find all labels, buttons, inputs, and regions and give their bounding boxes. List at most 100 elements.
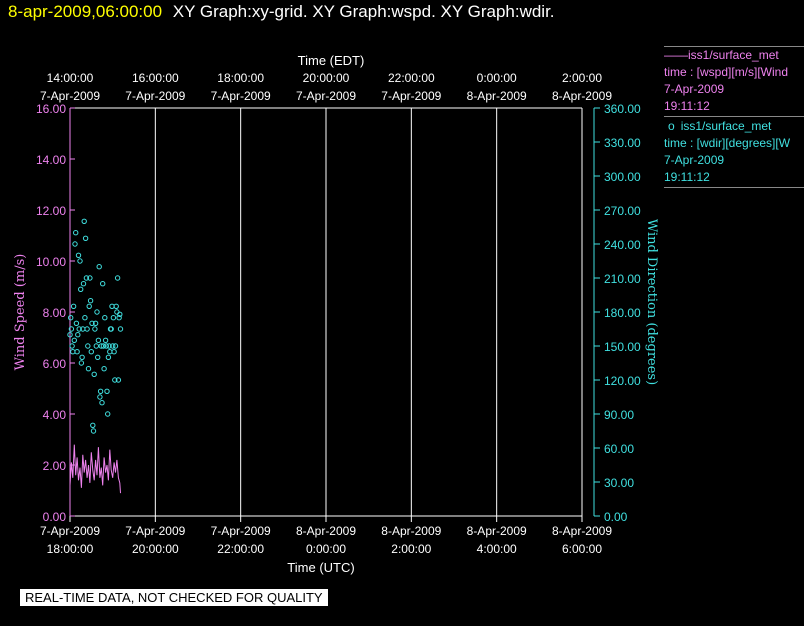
quality-warning: REAL-TIME DATA, NOT CHECKED FOR QUALITY [20, 589, 328, 606]
wind-direction-point [97, 394, 103, 400]
wind-direction-point [74, 349, 80, 355]
x-tick-label-date: 7-Apr-2009 [125, 524, 185, 538]
left-tick-label: 6.00 [43, 357, 67, 371]
top-tick-label-date: 8-Apr-2009 [552, 89, 612, 103]
x-tick-label-time: 18:00:00 [47, 542, 94, 556]
wind-direction-point [112, 343, 119, 349]
right-tick-label: 210.00 [604, 272, 641, 286]
right-tick-label: 360.00 [604, 102, 641, 116]
header-timestamp: 8-apr-2009,06:00:00 [8, 2, 163, 21]
top-tick-label-date: 7-Apr-2009 [125, 89, 185, 103]
right-tick-label: 330.00 [604, 136, 641, 150]
wind-direction-point [68, 315, 74, 321]
wind-direction-point [115, 377, 122, 383]
left-tick-label: 10.00 [36, 255, 66, 269]
wind-direction-point [107, 349, 113, 355]
wind-direction-point [105, 411, 111, 417]
right-tick-label: 240.00 [604, 238, 641, 252]
legend-expr: time : [wdir][degrees][W [664, 136, 791, 150]
wind-direction-point [75, 252, 82, 259]
wind-direction-point [90, 428, 97, 434]
top-tick-label-time: 14:00:00 [47, 71, 94, 85]
wind-direction-point [83, 275, 90, 281]
right-tick-label: 180.00 [604, 306, 641, 320]
wind-direction-point [82, 235, 89, 242]
left-tick-label: 4.00 [43, 408, 67, 422]
top-tick-label-date: 7-Apr-2009 [296, 89, 356, 103]
top-tick-label-time: 18:00:00 [217, 71, 264, 85]
wind-direction-point [113, 303, 119, 309]
legend-entry-wspd[interactable]: ——iss1/surface_met time : [wspd][m/s][Wi… [664, 46, 804, 117]
wind-direction-point [108, 326, 114, 332]
top-tick-label-date: 7-Apr-2009 [381, 89, 441, 103]
legend-source: iss1/surface_met [688, 48, 779, 62]
legend-date: 7-Apr-2009 [664, 82, 725, 96]
wind-direction-point [105, 354, 112, 360]
x-tick-label-date: 7-Apr-2009 [40, 524, 100, 538]
left-tick-label: 2.00 [43, 459, 67, 473]
wind-direction-point [75, 332, 81, 338]
wind-direction-point [116, 315, 122, 321]
legend-source: iss1/surface_met [680, 119, 772, 133]
wind-direction-point [72, 241, 78, 247]
legend-marker-symbol: o [668, 119, 675, 133]
wind-direction-point [100, 281, 106, 287]
wind-direction-point [111, 349, 117, 355]
right-tick-label: 0.00 [604, 510, 628, 524]
wind-direction-point [86, 303, 92, 309]
top-tick-label-time: 16:00:00 [132, 71, 179, 85]
wind-direction-point [85, 343, 91, 349]
legend-line-symbol: —— [664, 48, 688, 62]
right-tick-label: 90.00 [604, 408, 634, 422]
left-tick-label: 0.00 [43, 510, 67, 524]
wind-direction-point [97, 388, 104, 394]
wind-direction-point [77, 258, 83, 264]
wind-direction-point [112, 377, 118, 383]
wind-direction-point [89, 320, 95, 326]
x-tick-label-time: 6:00:00 [562, 542, 602, 556]
wind-direction-point [117, 311, 123, 317]
right-tick-label: 150.00 [604, 340, 641, 354]
right-tick-label: 300.00 [604, 170, 641, 184]
right-tick-label: 270.00 [604, 204, 641, 218]
wind-direction-point [95, 337, 102, 343]
top-tick-label-date: 7-Apr-2009 [40, 89, 100, 103]
wind-direction-point [78, 360, 85, 366]
x-tick-label-date: 8-Apr-2009 [381, 524, 441, 538]
wind-direction-point [95, 354, 101, 360]
x-tick-label-time: 20:00:00 [132, 542, 179, 556]
wind-direction-point [92, 320, 99, 326]
wind-direction-point [70, 349, 76, 355]
wind-direction-point [110, 343, 116, 349]
wind-direction-point [106, 343, 112, 349]
legend-expr: time : [wspd][m/s][Wind [664, 65, 789, 79]
wind-direction-point [68, 326, 75, 332]
wind-speed-line [69, 444, 121, 494]
wind-direction-point [117, 326, 124, 332]
wind-direction-point [81, 218, 87, 225]
wind-direction-point [79, 354, 85, 360]
wind-direction-point [84, 326, 90, 332]
legend-entry-wdir[interactable]: o iss1/surface_met time : [wdir][degrees]… [664, 118, 804, 188]
wind-direction-point [110, 315, 117, 321]
wind-direction-point [99, 400, 105, 406]
header: 8-apr-2009,06:00:00 XY Graph:xy-grid. XY… [8, 2, 555, 22]
top-tick-label-time: 20:00:00 [303, 71, 350, 85]
right-tick-label: 120.00 [604, 374, 641, 388]
legend-time: 19:11:12 [664, 99, 710, 113]
legend: ——iss1/surface_met time : [wspd][m/s][Wi… [664, 46, 804, 189]
wind-direction-point [101, 366, 107, 372]
wind-direction-point [98, 343, 105, 349]
top-tick-label-time: 0:00:00 [477, 71, 517, 85]
wind-direction-point [92, 326, 98, 332]
wind-direction-point [73, 230, 79, 236]
wind-direction-point [102, 337, 109, 343]
left-tick-label: 8.00 [43, 306, 67, 320]
left-tick-label: 16.00 [36, 102, 66, 116]
left-tick-label: 12.00 [36, 204, 66, 218]
wind-direction-point [90, 422, 96, 428]
legend-time: 19:11:12 [664, 170, 710, 184]
x-tick-label-time: 2:00:00 [391, 542, 431, 556]
wind-direction-point [87, 275, 93, 281]
wind-direction-point [67, 332, 73, 338]
